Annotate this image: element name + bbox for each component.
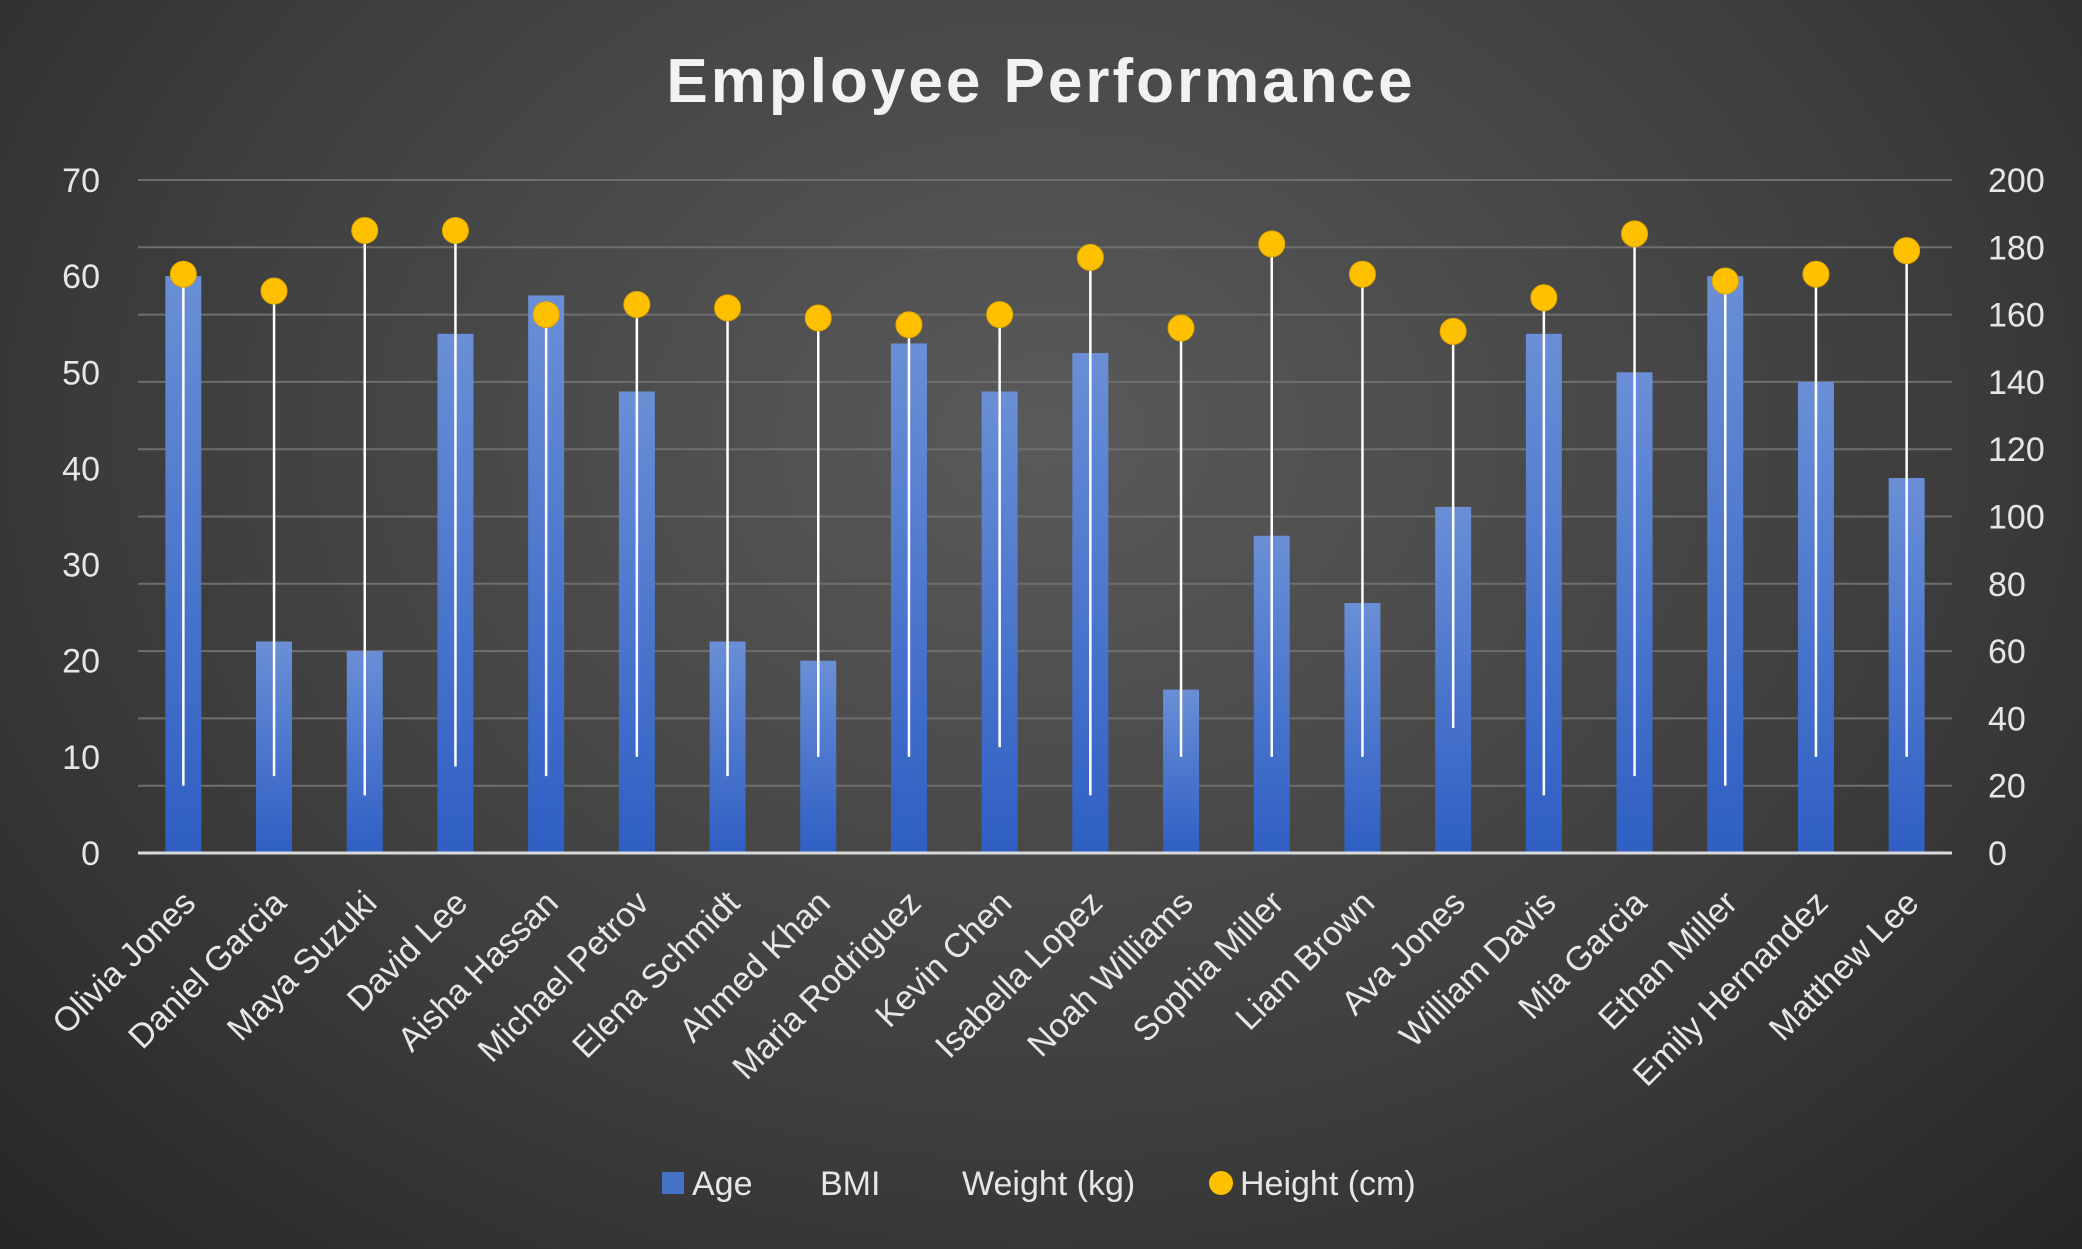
height-marker [1076,243,1104,271]
height-marker [1893,237,1921,265]
height-marker [351,216,379,244]
left-axis-tick-label: 10 [62,739,100,777]
height-marker [623,291,651,319]
category-label: William Davis [1392,884,1563,1055]
left-axis-tick-label: 50 [62,354,100,392]
height-marker [1439,317,1467,345]
height-marker [1530,284,1558,312]
hi-lo-lines [182,228,1908,796]
right-axis-tick-label: 160 [1988,297,2045,335]
height-marker [441,216,469,244]
height-marker [260,277,288,305]
legend-age-swatch [662,1172,684,1194]
legend-label: Weight (kg) [962,1165,1135,1203]
height-marker [895,311,923,339]
right-axis-tick-label: 20 [1988,768,2026,806]
left-axis-tick-label: 70 [62,162,100,200]
height-marker [169,260,197,288]
gridlines [138,179,1952,787]
legend-label: Age [692,1165,753,1203]
height-marker [1167,314,1195,342]
right-axis-tick-label: 60 [1988,633,2026,671]
category-label: Aisha Hassan [391,884,566,1059]
chart-title: Employee Performance [666,47,1415,116]
axes: 0 10 20 30 40 50 60 70 0 20 40 60 80 100 120 140 160 180 2… [45,162,2045,1094]
left-axis-tick-label: 40 [62,450,100,488]
left-axis-tick-label: 20 [62,643,100,681]
height-marker [714,294,742,322]
legend-height-swatch [1209,1171,1233,1195]
left-axis-tick-label: 0 [81,835,100,873]
right-axis-tick-label: 200 [1988,162,2045,200]
right-axis-tick-label: 0 [1988,835,2007,873]
left-axis-tick-label: 30 [62,547,100,585]
height-marker [1348,260,1376,288]
right-axis-tick-label: 100 [1988,499,2045,537]
height-marker [1711,267,1739,295]
height-marker [986,301,1014,329]
right-axis-tick-label: 120 [1988,431,2045,469]
height-marker [532,301,560,329]
right-axis-tick-label: 140 [1988,364,2045,402]
right-axis-tick-label: 40 [1988,700,2026,738]
height-marker [1621,220,1649,248]
height-marker [804,304,832,332]
right-axis-tick-label: 80 [1988,566,2026,604]
legend-label: Height (cm) [1240,1165,1416,1203]
category-label: Daniel Garcia [121,884,294,1057]
height-markers [169,216,1921,345]
legend: Age BMI Weight (kg) Height (cm) [662,1165,1416,1203]
legend-label: BMI [820,1165,880,1203]
age-bars [165,276,1925,854]
height-marker [1258,230,1286,258]
left-axis-tick-label: 60 [62,258,100,296]
height-marker [1802,260,1830,288]
right-axis-tick-label: 180 [1988,229,2045,267]
